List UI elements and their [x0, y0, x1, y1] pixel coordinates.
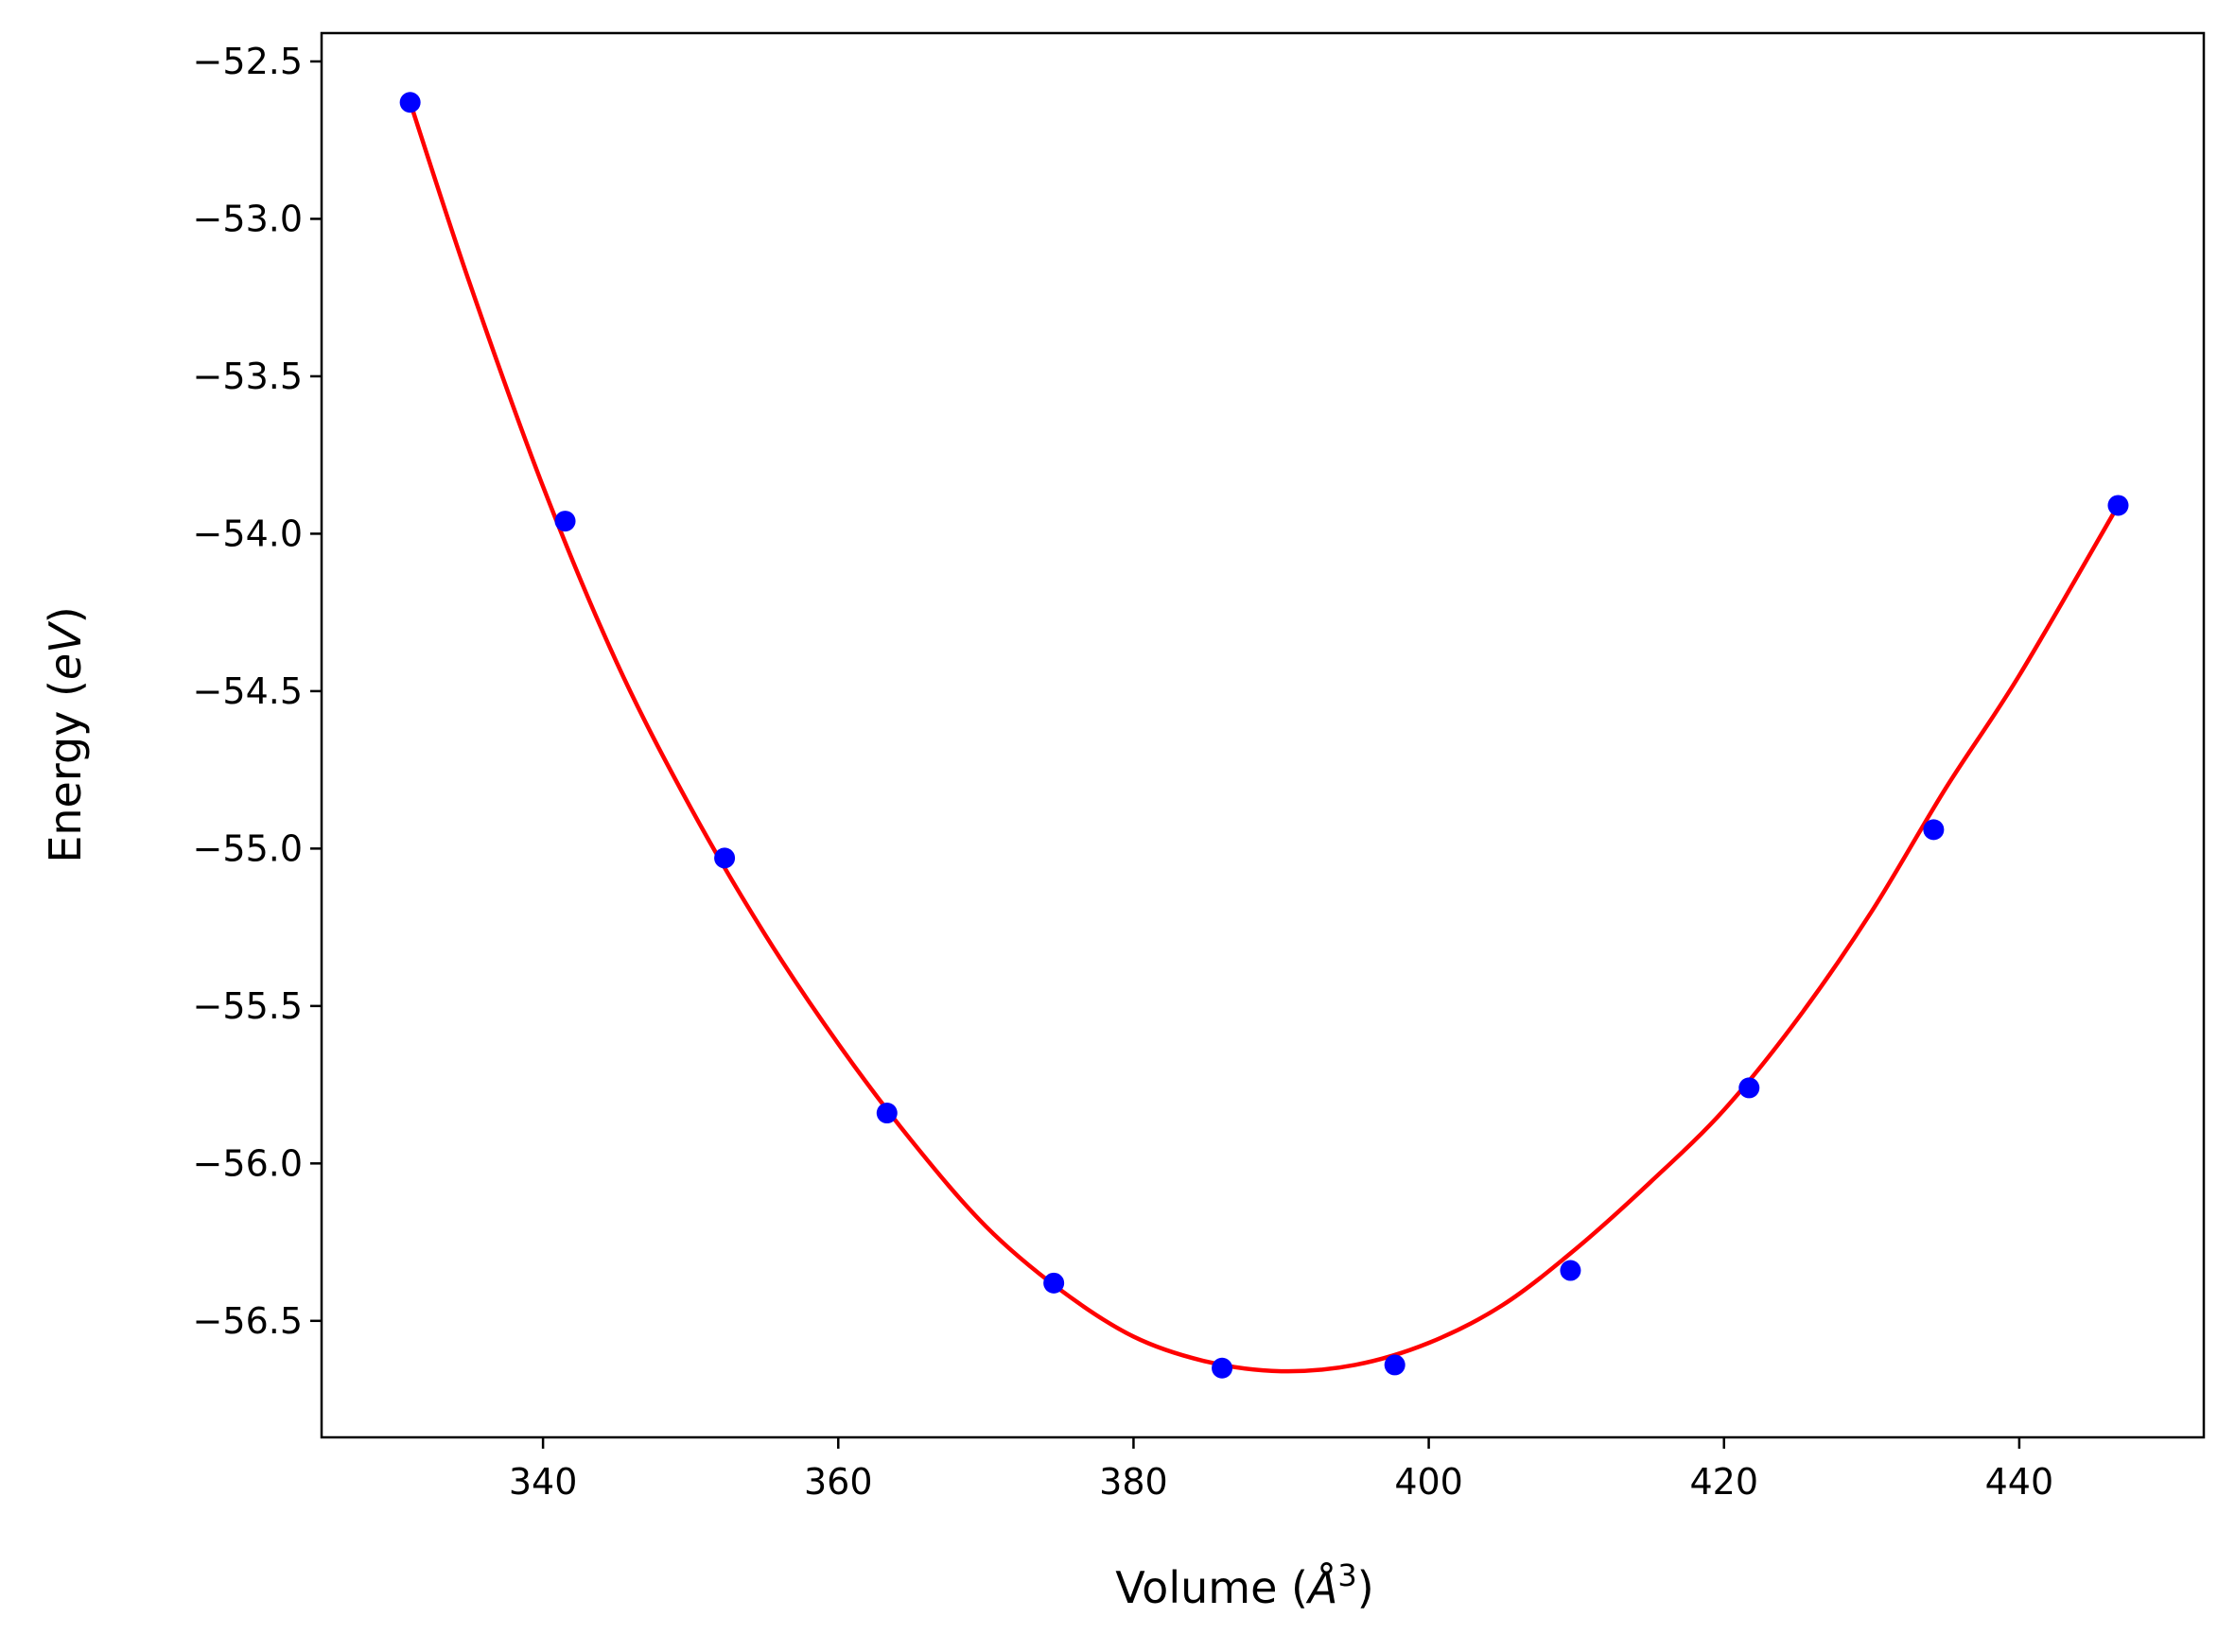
x-axis-title: Volume (Å3) — [1115, 1557, 1373, 1613]
data-point — [876, 1103, 898, 1124]
y-tick-label: −56.0 — [193, 1142, 303, 1184]
x-tick-label: 380 — [1099, 1461, 1168, 1503]
x-axis-title-suffix: ) — [1357, 1562, 1374, 1613]
data-points-layer — [399, 92, 2129, 1379]
y-tick-label: −55.0 — [193, 827, 303, 869]
x-tick-label: 340 — [509, 1461, 578, 1503]
data-point — [1923, 819, 1945, 841]
plot-area — [322, 33, 2204, 1437]
data-point — [554, 511, 576, 532]
y-axis-title-unit: eV — [40, 620, 91, 680]
x-tick-label: 360 — [804, 1461, 873, 1503]
x-axis-title-superscript: 3 — [1337, 1557, 1356, 1593]
y-axis-title: Energy (eV) — [40, 606, 91, 862]
y-tick-label: −53.0 — [193, 198, 303, 239]
x-tick-label: 400 — [1394, 1461, 1463, 1503]
fit-curve-line — [408, 100, 2121, 1374]
x-axis-title-prefix: Volume ( — [1115, 1562, 1308, 1613]
data-point — [1043, 1272, 1065, 1294]
plot-frame — [320, 31, 2206, 1439]
data-point — [1560, 1260, 1581, 1281]
x-axis-title-symbol: Å — [1305, 1562, 1337, 1613]
x-tick-label: 420 — [1689, 1461, 1758, 1503]
y-tick-label: −52.5 — [193, 41, 303, 82]
data-point — [1384, 1354, 1406, 1376]
y-tick-label: −54.5 — [193, 670, 303, 712]
y-axis-ticks: −52.5 −53.0 −53.5 −54.0 −54.5 −55.0 −55.5 −56.0… — [193, 41, 322, 1342]
x-axis-ticks: 340 360 380 400 420 440 — [509, 1437, 2053, 1503]
plot-area-background — [322, 33, 2204, 1437]
fit-curve-layer — [408, 100, 2121, 1374]
data-point — [399, 92, 421, 113]
data-point — [714, 847, 736, 869]
y-tick-label: −53.5 — [193, 356, 303, 397]
y-tick-label: −56.5 — [193, 1300, 303, 1342]
data-point — [1212, 1357, 1233, 1379]
y-tick-label: −54.0 — [193, 513, 303, 554]
x-tick-label: 440 — [1985, 1461, 2054, 1503]
y-axis-title-suffix: ) — [40, 606, 91, 623]
y-axis-title-prefix: Energy ( — [40, 680, 91, 863]
data-point — [1738, 1077, 1760, 1099]
data-point — [2107, 495, 2129, 516]
y-tick-label: −55.5 — [193, 985, 303, 1027]
